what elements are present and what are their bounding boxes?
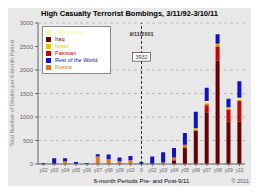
svg-text:y09: y09 xyxy=(225,167,233,173)
html-text:Iraq: Iraq xyxy=(55,36,65,42)
svg-text:9/11/2001: 9/11/2001 xyxy=(129,31,153,37)
html-text:Rest of the World: Rest of the World xyxy=(55,57,98,63)
svg-text:y08: y08 xyxy=(105,167,113,173)
svg-text:500: 500 xyxy=(23,138,34,144)
svg-text:y10: y10 xyxy=(127,167,135,173)
svg-text:1500: 1500 xyxy=(20,91,34,97)
svg-text:Total Number of Deaths per 6-M: Total Number of Deaths per 6-Month Perio… xyxy=(9,40,15,146)
svg-text:y02: y02 xyxy=(148,167,156,173)
svg-text:y07: y07 xyxy=(203,167,211,173)
svg-text:y04: y04 xyxy=(170,167,178,173)
svg-text:0: 0 xyxy=(140,167,143,173)
svg-text:1000: 1000 xyxy=(20,114,34,120)
html-text:6-month Periods Pre- and Post-: 6-month Periods Pre- and Post-9/11 xyxy=(93,178,190,184)
svg-text:y04: y04 xyxy=(61,167,69,173)
svg-text:y05: y05 xyxy=(181,167,189,173)
svg-text:y09: y09 xyxy=(116,167,124,173)
html-text:Israel: Israel xyxy=(55,43,69,49)
html-text:Russia: Russia xyxy=(55,64,72,70)
svg-text:y02: y02 xyxy=(39,167,47,173)
svg-text:y10: y10 xyxy=(236,167,244,173)
svg-text:y05: y05 xyxy=(72,167,80,173)
svg-text:2500: 2500 xyxy=(20,44,34,50)
svg-text:y06: y06 xyxy=(192,167,200,173)
svg-text:y03: y03 xyxy=(50,167,58,173)
html-text:Afghanistan: Afghanistan xyxy=(55,29,85,35)
html-text:Pakistan: Pakistan xyxy=(55,50,77,56)
svg-text:y08: y08 xyxy=(214,167,222,173)
html-text:© 2011: © 2011 xyxy=(231,178,249,184)
svg-text:3932: 3932 xyxy=(135,54,147,60)
svg-text:2000: 2000 xyxy=(20,67,34,73)
html-text:High Casualty Terrorist Bombin: High Casualty Terrorist Bombings, 3/11/9… xyxy=(41,9,218,18)
svg-text:0: 0 xyxy=(30,161,34,167)
svg-text:y03: y03 xyxy=(159,167,167,173)
svg-text:y06: y06 xyxy=(83,167,91,173)
svg-text:y07: y07 xyxy=(94,167,102,173)
svg-text:3000: 3000 xyxy=(20,20,34,26)
